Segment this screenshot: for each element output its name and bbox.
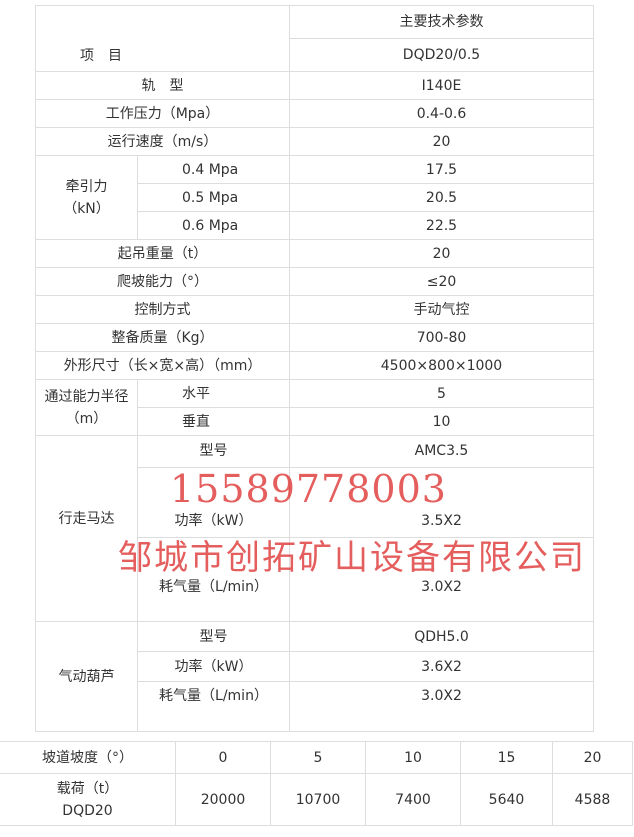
slope-cell: 5 — [270, 741, 366, 774]
sub-label: 功率（kW） — [137, 467, 290, 538]
load-cell: 4588 — [552, 773, 633, 826]
sub-label: 型号 — [137, 435, 290, 468]
row-label: 起吊重量（t） — [35, 239, 290, 268]
spec-row: 外形尺寸（长×宽×高）（mm） 4500×800×1000 — [35, 351, 594, 380]
row-value: 3.6X2 — [289, 651, 594, 682]
spec-row: 0.6 Mpa 22.5 — [36, 211, 594, 240]
group-label: 通过能力半径（m） — [35, 379, 138, 436]
spec-row: 运行速度（m/s） 20 — [35, 127, 594, 156]
slope-cell: 15 — [460, 741, 553, 774]
spec-row: 行走马达 型号 AMC3.5 — [35, 435, 594, 622]
row-value: 3.5X2 — [289, 467, 594, 538]
sub-label: 垂直 — [137, 407, 290, 436]
row-value: 20.5 — [289, 183, 594, 212]
spec-row: 耗气量（L/min） 3.0X2 — [36, 537, 594, 622]
spec-row: 气动葫芦 型号 QDH5.0 — [35, 621, 594, 732]
sub-label: 0.5 Mpa — [137, 183, 290, 212]
load-cell: 20000 — [175, 773, 271, 826]
sub-label: 耗气量（L/min） — [137, 537, 290, 622]
spec-row: 垂直 10 — [36, 407, 594, 436]
slope-row: 坡道坡度（°） 0 5 10 15 20 — [0, 741, 633, 774]
row-value: 4500×800×1000 — [289, 351, 594, 380]
row-value: 3.0X2 — [289, 537, 594, 622]
slope-cell: 20 — [552, 741, 633, 774]
row-value: 17.5 — [289, 155, 594, 184]
spec-row: 通过能力半径（m） 水平 5 — [35, 379, 594, 436]
spec-row: 工作压力（Mpa） 0.4-0.6 — [35, 99, 594, 128]
row-value: ≤20 — [289, 267, 594, 296]
row-value: 3.0X2 — [289, 681, 594, 732]
spec-row: 整备质量（Kg） 700-80 — [35, 323, 594, 352]
group-label: 气动葫芦 — [35, 621, 138, 732]
row-label: 控制方式 — [35, 295, 290, 324]
row-value: I140E — [289, 71, 594, 100]
row-value: 20 — [289, 127, 594, 156]
spec-row: 牵引力（kN） 0.4 Mpa 17.5 — [35, 155, 594, 240]
row-label: 爬坡能力（°） — [35, 267, 290, 296]
spec-row: 功率（kW） 3.6X2 — [36, 651, 594, 682]
row-value: 手动气控 — [289, 295, 594, 324]
spec-table: 项 目 主要技术参数 DQD20/0.5 轨 型 I140E 工作压力（Mpa） 0.… — [35, 5, 594, 732]
spec-row: 爬坡能力（°） ≤20 — [35, 267, 594, 296]
load-cell: 7400 — [365, 773, 461, 826]
spec-row: 功率（kW） 3.5X2 — [36, 467, 594, 538]
row-label: 外形尺寸（长×宽×高）（mm） — [35, 351, 290, 380]
sub-label: 型号 — [137, 621, 290, 652]
spec-row: 控制方式 手动气控 — [35, 295, 594, 324]
row-label: 整备质量（Kg） — [35, 323, 290, 352]
load-cell: 5640 — [460, 773, 553, 826]
row-value: 700-80 — [289, 323, 594, 352]
spec-row: 起吊重量（t） 20 — [35, 239, 594, 268]
load-row: 载荷（t）DQD20 20000 10700 7400 5640 4588 — [0, 773, 633, 826]
row-label: 运行速度（m/s） — [35, 127, 290, 156]
load-cell: 10700 — [270, 773, 366, 826]
slope-cell: 10 — [365, 741, 461, 774]
sub-label: 0.4 Mpa — [137, 155, 290, 184]
row-value: 5 — [289, 379, 594, 408]
load-label: 载荷（t）DQD20 — [0, 773, 176, 826]
sub-label: 功率（kW） — [137, 651, 290, 682]
row-label: 工作压力（Mpa） — [35, 99, 290, 128]
group-label: 行走马达 — [35, 435, 138, 622]
row-value: 20 — [289, 239, 594, 268]
spec-row: 耗气量（L/min） 3.0X2 — [36, 681, 594, 732]
row-value: QDH5.0 — [289, 621, 594, 652]
model-header: DQD20/0.5 — [289, 38, 594, 72]
sub-label: 0.6 Mpa — [137, 211, 290, 240]
row-value: 10 — [289, 407, 594, 436]
sub-label: 水平 — [137, 379, 290, 408]
row-value: AMC3.5 — [289, 435, 594, 468]
spec-row: 轨 型 I140E — [35, 71, 594, 100]
load-table: 坡道坡度（°） 0 5 10 15 20 载荷（t）DQD20 20000 10… — [0, 741, 633, 826]
group-label: 牵引力（kN） — [35, 155, 138, 240]
params-header: 主要技术参数 — [289, 5, 594, 39]
row-value: 0.4-0.6 — [289, 99, 594, 128]
sub-label: 耗气量（L/min） — [137, 681, 290, 732]
spec-row: 0.5 Mpa 20.5 — [36, 183, 594, 212]
row-label: 轨 型 — [35, 71, 290, 100]
slope-cell: 0 — [175, 741, 271, 774]
row-value: 22.5 — [289, 211, 594, 240]
item-header: 项 目 — [35, 5, 290, 72]
slope-label: 坡道坡度（°） — [0, 741, 176, 774]
